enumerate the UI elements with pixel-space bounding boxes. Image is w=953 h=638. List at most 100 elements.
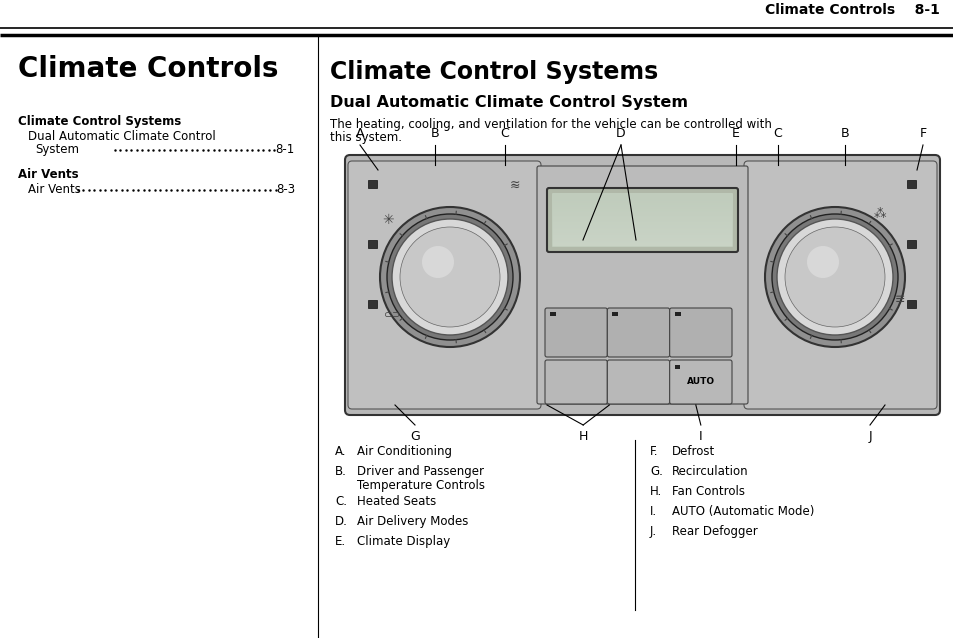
Bar — [553, 221, 731, 222]
Bar — [553, 222, 731, 223]
Bar — [553, 236, 731, 237]
FancyBboxPatch shape — [544, 308, 607, 357]
Bar — [553, 211, 731, 212]
Text: ≡: ≡ — [894, 293, 904, 306]
Bar — [553, 243, 731, 244]
FancyBboxPatch shape — [552, 193, 732, 247]
Text: H.: H. — [649, 485, 661, 498]
FancyBboxPatch shape — [345, 155, 939, 415]
FancyBboxPatch shape — [348, 161, 540, 409]
Bar — [553, 227, 731, 228]
Text: A.: A. — [335, 445, 346, 458]
Bar — [553, 224, 731, 225]
Text: D.: D. — [335, 515, 348, 528]
Text: Dual Automatic Climate Control System: Dual Automatic Climate Control System — [330, 95, 687, 110]
Circle shape — [421, 246, 454, 278]
FancyBboxPatch shape — [743, 161, 936, 409]
Text: Rear Defogger: Rear Defogger — [671, 525, 757, 538]
Bar — [553, 212, 731, 213]
Bar — [553, 229, 731, 230]
Bar — [553, 213, 731, 214]
Text: J.: J. — [649, 525, 657, 538]
FancyBboxPatch shape — [546, 188, 738, 252]
Text: H: H — [578, 430, 587, 443]
Text: F.: F. — [649, 445, 658, 458]
Bar — [553, 210, 731, 211]
Text: J: J — [867, 430, 871, 443]
Bar — [553, 244, 731, 245]
Bar — [368, 180, 376, 188]
Bar — [368, 300, 376, 308]
Text: ⊂⊃: ⊂⊃ — [383, 310, 399, 320]
FancyBboxPatch shape — [544, 360, 607, 404]
Bar — [553, 214, 731, 215]
Text: Fan Controls: Fan Controls — [671, 485, 744, 498]
Text: Climate Controls: Climate Controls — [18, 55, 278, 83]
Bar — [553, 203, 731, 204]
Text: Air Conditioning: Air Conditioning — [356, 445, 452, 458]
Bar — [553, 239, 731, 240]
Bar — [906, 180, 915, 188]
Bar — [553, 232, 731, 233]
Bar — [553, 226, 731, 227]
Text: D: D — [616, 127, 625, 140]
Text: this system.: this system. — [330, 131, 401, 144]
Text: Air Delivery Modes: Air Delivery Modes — [356, 515, 468, 528]
Circle shape — [379, 207, 519, 347]
Bar — [553, 201, 731, 202]
FancyBboxPatch shape — [607, 360, 669, 404]
Bar — [553, 220, 731, 221]
Bar — [550, 312, 556, 316]
Text: C.: C. — [335, 495, 347, 508]
Text: Climate Control Systems: Climate Control Systems — [330, 60, 658, 84]
Bar — [553, 223, 731, 224]
Text: ≋: ≋ — [509, 179, 519, 191]
Bar — [906, 240, 915, 248]
Text: Climate Controls    8-1: Climate Controls 8-1 — [764, 3, 939, 17]
Bar — [553, 202, 731, 203]
Text: Recirculation: Recirculation — [671, 465, 748, 478]
Text: Heated Seats: Heated Seats — [356, 495, 436, 508]
Bar — [553, 245, 731, 246]
Text: B.: B. — [335, 465, 347, 478]
Bar — [553, 207, 731, 208]
Bar — [553, 234, 731, 235]
Text: AUTO (Automatic Mode): AUTO (Automatic Mode) — [671, 505, 814, 518]
Bar — [612, 312, 618, 316]
Bar — [674, 365, 679, 369]
Text: F: F — [919, 127, 925, 140]
FancyBboxPatch shape — [537, 166, 747, 404]
Text: 8-3: 8-3 — [275, 183, 294, 196]
Bar — [553, 231, 731, 232]
Bar — [553, 242, 731, 243]
Bar — [674, 312, 679, 316]
Bar — [906, 300, 915, 308]
Text: B: B — [430, 127, 438, 140]
Bar — [553, 197, 731, 198]
Bar — [553, 209, 731, 210]
Bar — [553, 198, 731, 199]
Circle shape — [764, 207, 904, 347]
Circle shape — [776, 219, 892, 335]
Bar — [368, 240, 376, 248]
Text: E.: E. — [335, 535, 346, 548]
Text: B: B — [840, 127, 848, 140]
Text: G: G — [410, 430, 419, 443]
Circle shape — [387, 214, 513, 340]
Bar — [553, 235, 731, 236]
Text: C: C — [500, 127, 509, 140]
Text: ⁂: ⁂ — [873, 209, 885, 221]
Bar — [553, 199, 731, 200]
Text: System: System — [35, 143, 79, 156]
Bar — [553, 238, 731, 239]
Text: Temperature Controls: Temperature Controls — [356, 479, 484, 492]
Bar — [553, 230, 731, 231]
Circle shape — [392, 219, 507, 335]
Text: The heating, cooling, and ventilation for the vehicle can be controlled with: The heating, cooling, and ventilation fo… — [330, 118, 771, 131]
Bar — [553, 241, 731, 242]
Text: Climate Display: Climate Display — [356, 535, 450, 548]
Text: Dual Automatic Climate Control: Dual Automatic Climate Control — [28, 130, 215, 143]
Text: A: A — [355, 127, 364, 140]
Bar — [553, 228, 731, 229]
Circle shape — [771, 214, 897, 340]
